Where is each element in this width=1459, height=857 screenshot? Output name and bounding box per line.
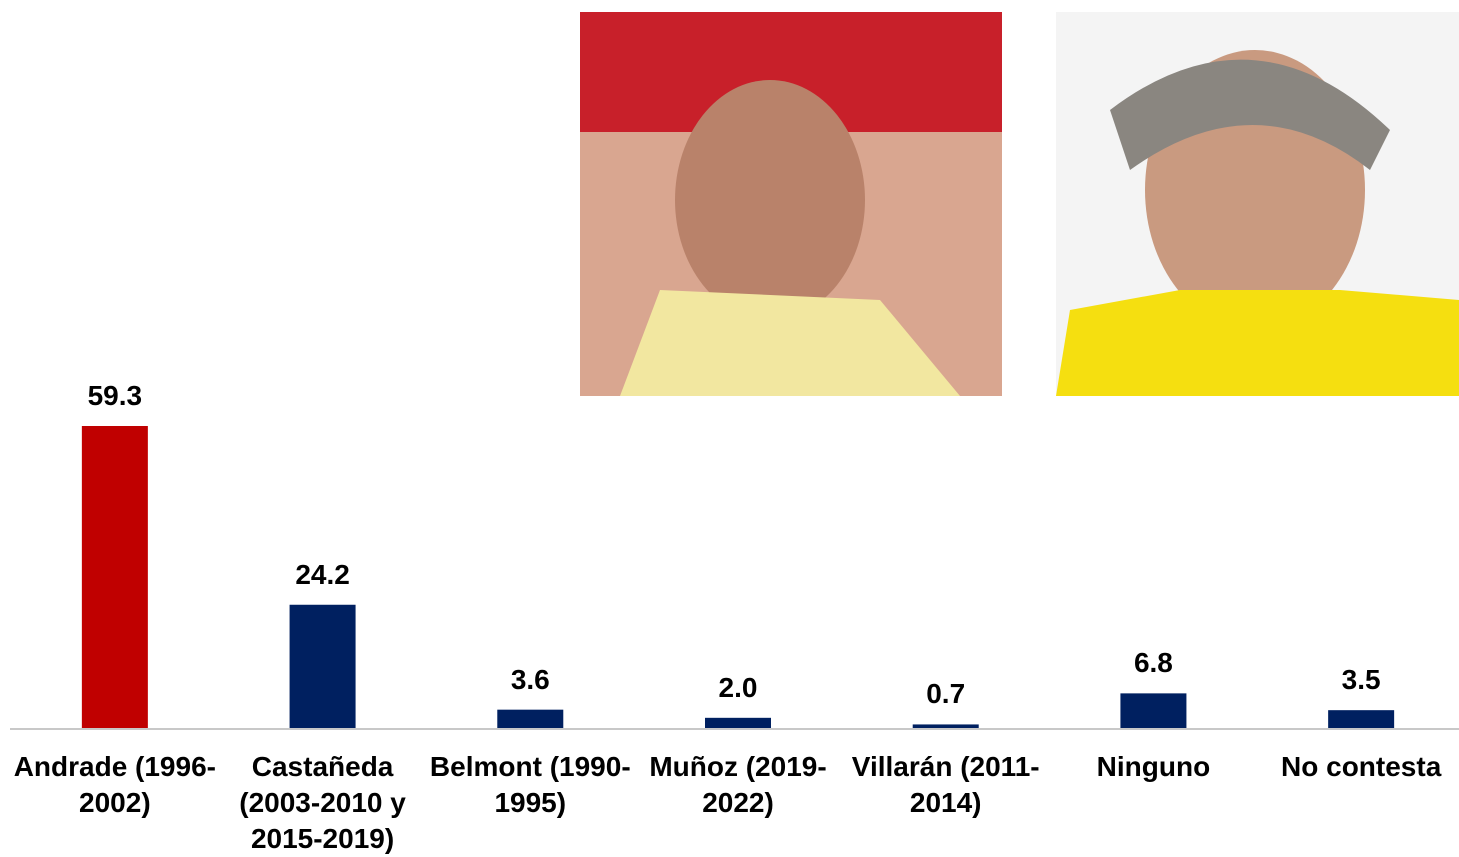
- x-tick-label: No contesta: [1281, 751, 1442, 782]
- x-tick-label: Muñoz (2019-2022): [649, 751, 827, 818]
- value-label: 2.0: [718, 671, 758, 703]
- value-label: 59.3: [87, 380, 143, 411]
- value-label: 24.2: [295, 558, 350, 590]
- x-tick-label: Belmont (1990-1995): [429, 751, 631, 818]
- bar: [81, 426, 148, 728]
- photo-shirt: [1056, 290, 1459, 396]
- bar: [1328, 710, 1395, 728]
- x-tick-label: Ninguno: [1096, 751, 1211, 782]
- photo-face: [675, 80, 865, 320]
- bar: [1120, 693, 1187, 728]
- x-tick-label: Andrade (1996-2002): [13, 751, 216, 818]
- photo-right: [1056, 12, 1459, 396]
- photo-hair: [1110, 59, 1390, 171]
- value-label: 3.6: [510, 663, 550, 695]
- value-label: 3.5: [1341, 664, 1381, 696]
- x-tick-label: Castañeda (2003-2010 y 2015-2019): [239, 751, 406, 854]
- bar: [705, 717, 771, 728]
- value-label: 6.8: [1133, 647, 1173, 679]
- bar: [497, 709, 564, 728]
- x-tick-label: Villarán (2011-2014): [851, 751, 1040, 818]
- bar: [912, 724, 979, 728]
- photo-shirt: [620, 290, 960, 396]
- bar: [289, 604, 356, 728]
- value-label: 0.7: [926, 678, 966, 710]
- photo-left: [580, 12, 1002, 396]
